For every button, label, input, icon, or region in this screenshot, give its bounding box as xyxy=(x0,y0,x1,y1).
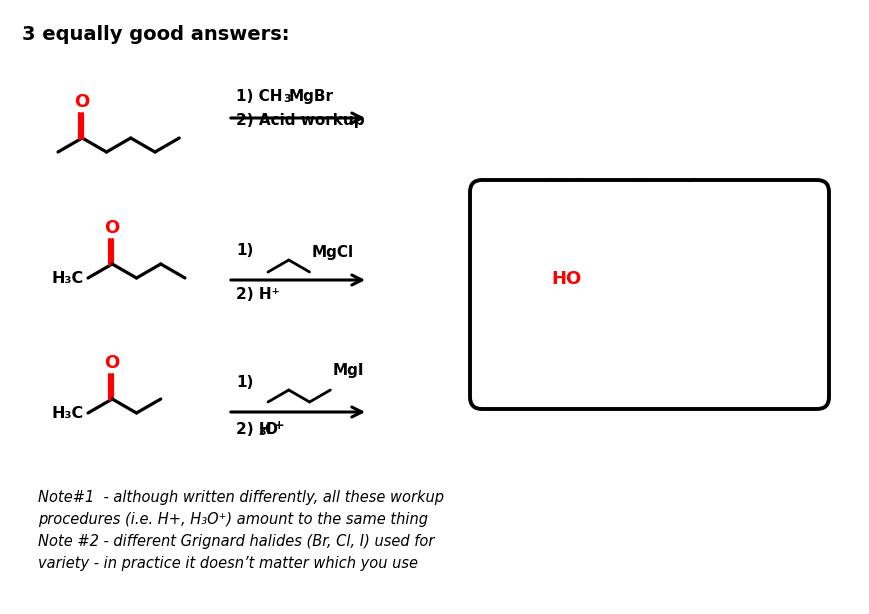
Text: 3: 3 xyxy=(282,94,290,104)
Text: 1): 1) xyxy=(235,375,253,390)
Text: All 3 reactions give: All 3 reactions give xyxy=(544,178,718,193)
Text: H₃C: H₃C xyxy=(52,271,84,286)
Text: variety - in practice it doesn’t matter which you use: variety - in practice it doesn’t matter … xyxy=(38,556,417,571)
Text: 3 equally good answers:: 3 equally good answers: xyxy=(22,25,289,44)
Text: O: O xyxy=(104,354,120,372)
Text: O: O xyxy=(75,93,90,111)
FancyBboxPatch shape xyxy=(469,180,828,409)
Text: 1) CH: 1) CH xyxy=(235,89,282,104)
Text: 2) H⁺: 2) H⁺ xyxy=(235,287,279,302)
Text: O: O xyxy=(263,422,276,437)
Text: MgBr: MgBr xyxy=(289,89,334,104)
Text: MgCl: MgCl xyxy=(311,245,354,260)
Text: Note#1  - although written differently, all these workup: Note#1 - although written differently, a… xyxy=(38,490,443,505)
Text: 2) H: 2) H xyxy=(235,422,271,437)
Text: HO: HO xyxy=(551,270,581,288)
Text: 3: 3 xyxy=(258,427,265,437)
Text: H₃C: H₃C xyxy=(52,405,84,421)
Text: 2) Acid workup: 2) Acid workup xyxy=(235,113,364,128)
Text: 1): 1) xyxy=(235,243,253,258)
Text: +: + xyxy=(274,419,284,432)
Text: procedures (i.e. H+, H₃O⁺) amount to the same thing: procedures (i.e. H+, H₃O⁺) amount to the… xyxy=(38,512,428,527)
Text: Note #2 - different Grignard halides (Br, Cl, I) used for: Note #2 - different Grignard halides (Br… xyxy=(38,534,434,549)
Text: O: O xyxy=(104,219,120,237)
Text: MgI: MgI xyxy=(332,363,363,378)
